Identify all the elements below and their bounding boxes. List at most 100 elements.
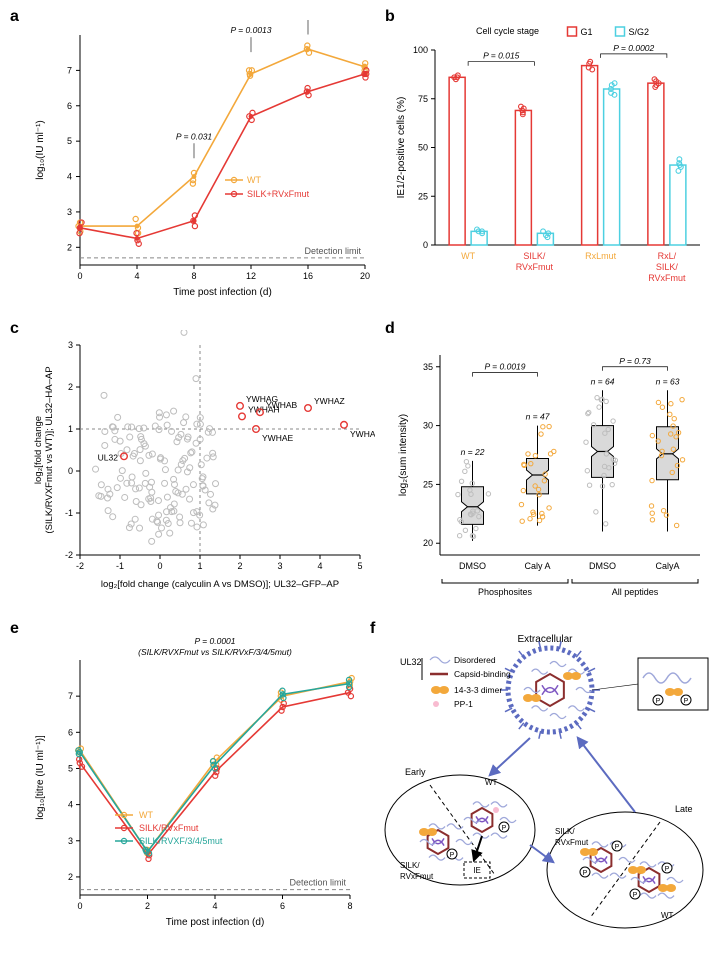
svg-text:IE: IE — [473, 866, 481, 875]
svg-text:20: 20 — [423, 538, 433, 548]
svg-text:DMSO: DMSO — [459, 561, 486, 571]
chart-c: -2-1012345-2-10123YWHAGYWHAHYWHABYWHAEYW… — [25, 330, 375, 610]
svg-text:5: 5 — [68, 763, 73, 773]
svg-text:Detection limit: Detection limit — [304, 246, 361, 256]
svg-text:Early: Early — [405, 767, 426, 777]
svg-text:Time post infection (d): Time post infection (d) — [166, 917, 265, 928]
svg-text:CalyA: CalyA — [655, 561, 679, 571]
svg-text:All peptides: All peptides — [612, 587, 659, 597]
svg-text:7: 7 — [67, 65, 72, 75]
svg-text:3: 3 — [67, 207, 72, 217]
svg-text:P: P — [633, 892, 638, 899]
svg-text:P: P — [450, 852, 455, 859]
svg-text:Cell cycle stage: Cell cycle stage — [476, 26, 539, 36]
svg-text:P: P — [684, 698, 689, 705]
svg-text:50: 50 — [418, 143, 428, 153]
svg-text:25: 25 — [418, 191, 428, 201]
svg-text:100: 100 — [413, 45, 428, 55]
svg-text:n = 47: n = 47 — [526, 412, 550, 422]
svg-text:8: 8 — [191, 271, 196, 281]
svg-text:4: 4 — [212, 901, 217, 911]
svg-text:log₂(sum intensity): log₂(sum intensity) — [398, 414, 409, 496]
chart-a: 048121620234567Detection limitP = 0.031P… — [25, 20, 375, 310]
svg-text:4: 4 — [317, 561, 322, 571]
svg-text:-1: -1 — [116, 561, 124, 571]
svg-text:16: 16 — [303, 271, 313, 281]
svg-text:SILK/RVxFmut: SILK/RVxFmut — [516, 251, 554, 272]
svg-text:P = 0.0001(SILK/RVXFmut vs SIL: P = 0.0001(SILK/RVXFmut vs SILK/RVxF/3/4… — [138, 636, 292, 657]
svg-text:0: 0 — [77, 271, 82, 281]
svg-text:7: 7 — [68, 691, 73, 701]
svg-text:YWHAQ: YWHAQ — [350, 429, 375, 439]
svg-text:2: 2 — [68, 382, 73, 392]
svg-text:Detection limit: Detection limit — [289, 878, 346, 888]
svg-text:0: 0 — [423, 240, 428, 250]
svg-text:UL32: UL32 — [98, 452, 119, 462]
svg-text:P: P — [665, 866, 670, 873]
svg-text:6: 6 — [68, 727, 73, 737]
svg-text:2: 2 — [237, 561, 242, 571]
svg-text:P = 0.015: P = 0.015 — [483, 51, 520, 61]
svg-text:IE1/2-positive cells (%): IE1/2-positive cells (%) — [396, 97, 407, 199]
svg-text:3: 3 — [277, 561, 282, 571]
svg-text:20: 20 — [360, 271, 370, 281]
svg-text:n = 22: n = 22 — [461, 447, 485, 457]
svg-text:YWHAZ: YWHAZ — [314, 396, 345, 406]
svg-text:6: 6 — [67, 101, 72, 111]
chart-d: 20253035DMSOn = 22Caly An = 47DMSOn = 64… — [390, 330, 710, 610]
svg-text:P = 0.0013: P = 0.0013 — [230, 25, 271, 35]
svg-text:P = 0.0019: P = 0.0019 — [484, 362, 525, 372]
svg-text:75: 75 — [418, 94, 428, 104]
svg-text:P: P — [615, 844, 620, 851]
svg-text:35: 35 — [423, 362, 433, 372]
svg-text:-1: -1 — [65, 508, 73, 518]
svg-text:Phosphosites: Phosphosites — [478, 587, 533, 597]
svg-text:P: P — [502, 825, 507, 832]
svg-text:Disordered: Disordered — [454, 655, 496, 665]
svg-text:WT: WT — [247, 175, 261, 185]
svg-text:3: 3 — [68, 836, 73, 846]
svg-text:n = 63: n = 63 — [656, 376, 680, 386]
svg-text:SILK/RVXF/3/4/5mut: SILK/RVXF/3/4/5mut — [139, 836, 223, 846]
svg-text:log₁₀[titre (IU ml⁻¹)]: log₁₀[titre (IU ml⁻¹)] — [35, 735, 46, 820]
svg-text:G1: G1 — [581, 27, 593, 37]
svg-text:30: 30 — [423, 421, 433, 431]
svg-text:WT: WT — [485, 778, 498, 787]
svg-text:UL32: UL32 — [400, 657, 422, 667]
svg-text:WT: WT — [139, 810, 153, 820]
svg-text:S/G2: S/G2 — [629, 27, 650, 37]
svg-text:WT: WT — [461, 251, 475, 261]
svg-text:WT: WT — [661, 911, 674, 920]
svg-text:Time post infection (d): Time post infection (d) — [173, 287, 272, 298]
svg-text:Capsid-binding: Capsid-binding — [454, 669, 511, 679]
svg-text:P = 0.031: P = 0.031 — [176, 131, 213, 141]
svg-text:2: 2 — [68, 872, 73, 882]
svg-text:0: 0 — [77, 901, 82, 911]
svg-text:4: 4 — [67, 172, 72, 182]
svg-text:SILK/RVxFmut: SILK/RVxFmut — [139, 823, 199, 833]
svg-text:PP-1: PP-1 — [454, 699, 473, 709]
svg-text:log₂[fold change (calyculin A: log₂[fold change (calyculin A vs DMSO)];… — [101, 579, 339, 590]
svg-text:12: 12 — [246, 271, 256, 281]
svg-text:-2: -2 — [76, 561, 84, 571]
svg-text:6: 6 — [280, 901, 285, 911]
svg-text:8: 8 — [347, 901, 352, 911]
svg-text:YWHAE: YWHAE — [262, 433, 294, 443]
svg-text:0: 0 — [68, 466, 73, 476]
svg-text:25: 25 — [423, 479, 433, 489]
svg-text:1: 1 — [68, 424, 73, 434]
svg-text:RxLmut: RxLmut — [585, 251, 617, 261]
svg-text:4: 4 — [68, 800, 73, 810]
svg-text:14-3-3 dimer: 14-3-3 dimer — [454, 685, 502, 695]
svg-text:0: 0 — [157, 561, 162, 571]
svg-text:SILK+RVxFmut: SILK+RVxFmut — [247, 189, 310, 199]
svg-text:P = 0.0002: P = 0.0002 — [613, 43, 654, 53]
label-c: c — [10, 320, 19, 338]
svg-text:YWHAB: YWHAB — [266, 400, 298, 410]
label-e: e — [10, 620, 19, 638]
diagram-f: ExtracellularPPUL32DisorderedCapsid-bind… — [370, 630, 715, 950]
svg-text:-2: -2 — [65, 550, 73, 560]
svg-text:log₁₀(IU ml⁻¹): log₁₀(IU ml⁻¹) — [35, 120, 46, 179]
svg-text:SILK/RVxFmut: SILK/RVxFmut — [400, 861, 434, 881]
chart-b: 0 25 50 75 100 Cell cycle stage G1 S/G2 WT SILK/R… — [390, 20, 710, 310]
